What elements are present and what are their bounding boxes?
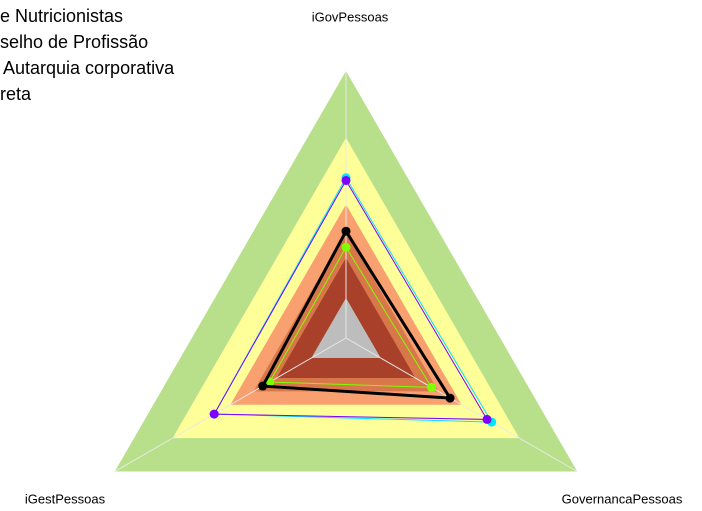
series-line <box>213 176 493 423</box>
point <box>341 226 351 236</box>
axis-label: iGestPessoas <box>25 491 106 506</box>
point <box>209 409 219 419</box>
axis-label: GovernancaPessoas <box>562 491 683 506</box>
axis-line <box>114 337 347 472</box>
point <box>341 175 351 185</box>
axis-line <box>345 337 578 472</box>
title-line: reta <box>0 84 32 104</box>
point <box>258 381 268 391</box>
point <box>341 242 351 252</box>
point <box>482 414 492 424</box>
title-line: selho de Profissão <box>0 32 148 52</box>
series-line <box>268 246 433 388</box>
point <box>427 382 437 392</box>
axis-label: iGovPessoas <box>312 9 389 24</box>
point <box>445 393 455 403</box>
series-line <box>213 179 488 420</box>
title-line: Autarquia corporativa <box>3 58 175 78</box>
title-line: e Nutricionistas <box>0 6 123 26</box>
series-line <box>260 228 453 400</box>
